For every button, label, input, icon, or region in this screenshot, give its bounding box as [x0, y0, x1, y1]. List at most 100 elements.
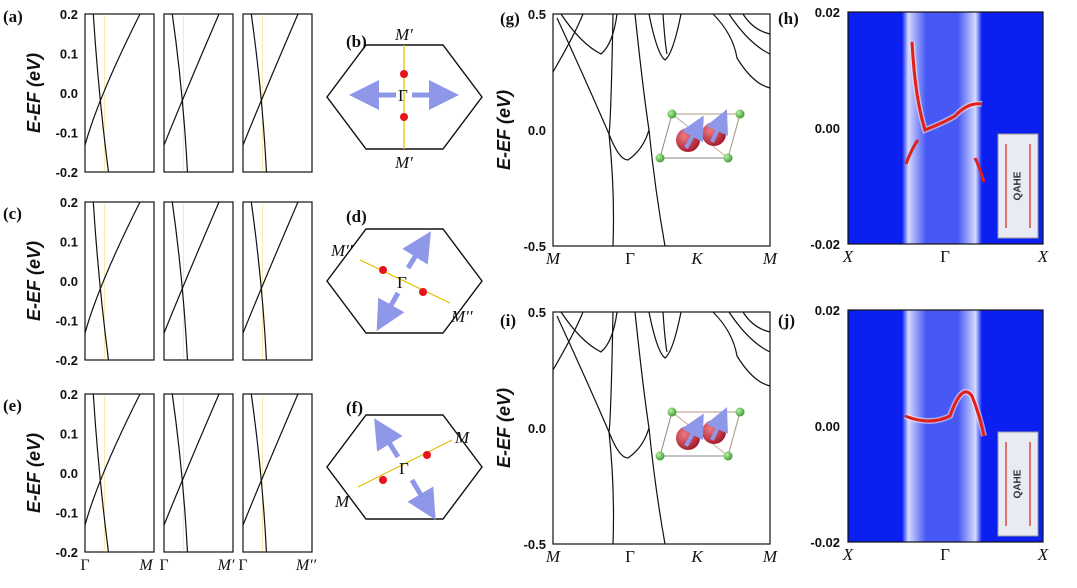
panel-label-j: (j) — [778, 311, 795, 330]
band-line — [552, 13, 584, 73]
weyl-point — [400, 113, 408, 121]
band-line — [84, 13, 141, 146]
band-line — [608, 311, 650, 459]
plot-frame — [552, 311, 771, 545]
band-line — [171, 13, 189, 173]
x-tick-label: K — [690, 249, 704, 268]
spin-arrow-up — [374, 418, 403, 459]
weyl-point — [379, 266, 387, 274]
plot-frame — [847, 11, 1044, 245]
x-tick-label: Γ — [940, 247, 950, 266]
band-line — [560, 311, 618, 353]
y-tick-label: -0.1 — [56, 314, 78, 329]
x-tick-label: X — [1037, 247, 1049, 266]
panel-label-i: (i) — [500, 311, 516, 330]
band-line — [662, 311, 668, 353]
weyl-point — [423, 451, 431, 459]
y-tick-label: 0.1 — [60, 427, 78, 442]
panel-label-a: (a) — [3, 7, 23, 26]
y-tick-label: 0.2 — [60, 195, 78, 210]
y-tick-label: 0.02 — [815, 5, 840, 20]
atom-green — [723, 451, 733, 461]
k-label-top: M′′ — [330, 241, 353, 260]
x-tick-label: Γ — [238, 557, 247, 574]
band-line — [163, 13, 220, 146]
edge-state — [904, 390, 986, 437]
y-axis-label: E-EF (eV) — [24, 241, 44, 321]
spin-arrow — [681, 413, 704, 447]
panel-label-b: (b) — [346, 32, 367, 51]
x-tick-label: M′ — [217, 557, 235, 574]
band-line — [242, 393, 299, 526]
bulk-continuum — [902, 310, 982, 542]
band-line — [742, 311, 771, 333]
y-tick-label: 0.0 — [528, 421, 546, 436]
subplot-frame — [163, 201, 234, 361]
y-tick-label: -0.5 — [524, 239, 546, 254]
band-line — [728, 13, 771, 55]
band-line — [92, 393, 110, 553]
panel-label-d: (d) — [346, 207, 367, 226]
spin-arrow — [706, 109, 728, 143]
atom-green — [735, 407, 745, 417]
y-tick-label: 0.0 — [60, 86, 78, 101]
y-tick-label: 0.0 — [528, 123, 546, 138]
band-line — [250, 201, 268, 361]
band-line — [84, 201, 141, 334]
k-label-bottom: M — [334, 492, 350, 511]
x-tick-label: Γ — [625, 547, 635, 566]
edge-state — [904, 139, 920, 165]
panel-label-e: (e) — [3, 396, 22, 415]
x-tick-label: X — [842, 545, 854, 564]
panel-label-f: (f) — [346, 398, 363, 417]
weyl-point — [379, 476, 387, 484]
y-tick-label: 0.1 — [60, 47, 78, 62]
bz-hexagon — [326, 414, 483, 520]
y-tick-label: -0.2 — [56, 353, 78, 368]
y-tick-label: 0.0 — [60, 274, 78, 289]
plot-frame — [552, 13, 771, 247]
weyl-point — [400, 70, 408, 78]
band-line — [634, 13, 666, 247]
x-tick-label: M — [138, 557, 154, 574]
qahe-legend-box — [997, 133, 1039, 239]
band-line — [163, 393, 220, 526]
band-line — [92, 201, 110, 361]
y-axis-label: E-EF (eV) — [494, 90, 514, 170]
band-line — [712, 13, 771, 89]
k-label-top: M — [454, 428, 470, 447]
spin-arrow — [681, 115, 704, 149]
x-tick-label: K — [690, 547, 704, 566]
brillouin-zone-b: Γ M′ M′ — [326, 25, 483, 172]
y-axis-label: E-EF (eV) — [24, 433, 44, 513]
x-tick-label: Γ — [625, 249, 635, 268]
atom-green — [723, 153, 733, 163]
band-line — [171, 201, 189, 361]
y-axis-label: E-EF (eV) — [24, 53, 44, 133]
y-tick-label: -0.2 — [56, 545, 78, 560]
panel-label-g: (g) — [500, 9, 520, 28]
subplot-frame — [84, 13, 155, 173]
y-tick-label: -0.02 — [810, 535, 840, 550]
plot-frame — [847, 309, 1044, 543]
band-line — [742, 13, 771, 35]
subplot-frame — [163, 13, 234, 173]
band-line — [552, 311, 584, 371]
band-line — [171, 393, 189, 553]
atom-green — [735, 109, 745, 119]
spin-arrow-up — [402, 231, 431, 270]
panel-label-c: (c) — [3, 204, 22, 223]
gamma-label: Γ — [398, 86, 408, 105]
x-tick-label: Γ — [159, 557, 168, 574]
spin-arrow — [706, 407, 728, 441]
y-tick-label: -0.02 — [810, 237, 840, 252]
y-tick-label: 0.00 — [815, 419, 840, 434]
band-line — [648, 311, 682, 359]
y-tick-label: 0.2 — [60, 7, 78, 22]
k-label-bottom: M′′ — [450, 307, 473, 326]
band-line — [662, 13, 668, 55]
band-row-c: 0.2 0.1 0.0 -0.1 -0.2 E-EF (eV) — [24, 195, 313, 368]
qahe-legend-text: QAHE — [1013, 171, 1024, 200]
